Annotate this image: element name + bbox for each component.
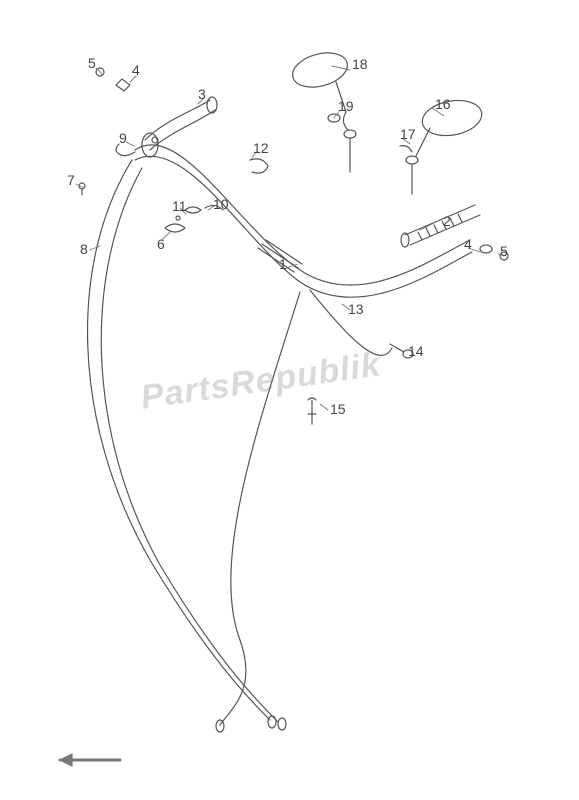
diagram-lineart bbox=[0, 0, 579, 800]
parts-diagram: 1 2 3 4 4 5 5 6 7 8 9 10 11 12 13 14 15 … bbox=[0, 0, 579, 800]
